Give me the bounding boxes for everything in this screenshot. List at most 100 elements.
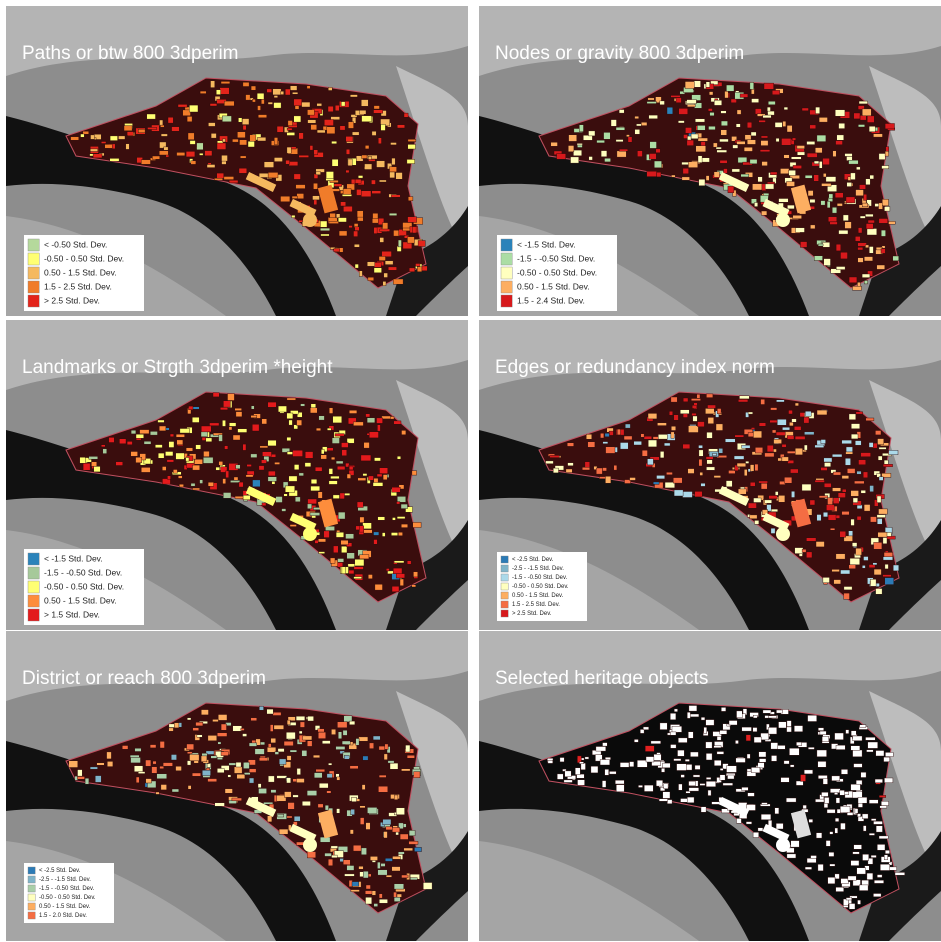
building [651, 741, 661, 744]
building [776, 710, 782, 713]
building [709, 126, 716, 130]
building [167, 476, 170, 479]
building [683, 492, 693, 498]
building [316, 172, 321, 175]
building [721, 707, 726, 711]
building [131, 757, 141, 763]
building [378, 517, 385, 521]
legend-swatch [501, 565, 508, 572]
building [719, 448, 723, 453]
legend-swatch [501, 601, 508, 608]
building [201, 426, 211, 432]
map-panel: Edges or redundancy index norm< -2.5 Std… [479, 320, 941, 630]
building [287, 720, 290, 725]
building [787, 182, 795, 187]
building [740, 94, 748, 98]
building [368, 156, 371, 159]
building [691, 399, 700, 401]
building [338, 732, 342, 739]
building [392, 867, 400, 871]
building [832, 776, 840, 781]
legend-swatch [28, 253, 39, 265]
building [854, 764, 863, 768]
building [390, 417, 394, 420]
building [768, 111, 775, 115]
building [795, 436, 805, 439]
building [234, 767, 242, 774]
building [305, 463, 311, 467]
building [840, 790, 845, 795]
building [319, 552, 325, 554]
building [361, 455, 371, 461]
building [346, 463, 350, 467]
building [393, 856, 401, 859]
building [714, 172, 720, 178]
building [229, 427, 232, 430]
building [348, 122, 353, 129]
building [373, 736, 380, 740]
building [753, 832, 759, 837]
building [750, 465, 754, 472]
building [208, 123, 215, 127]
building [836, 141, 843, 145]
building [615, 780, 624, 784]
building [330, 558, 335, 563]
building [617, 429, 620, 435]
building [728, 775, 735, 779]
building [882, 166, 889, 169]
building [368, 277, 374, 281]
building [884, 757, 890, 762]
building [698, 156, 702, 163]
building [775, 492, 778, 496]
legend-swatch [501, 295, 512, 307]
building [383, 475, 387, 480]
building [755, 464, 758, 471]
building [617, 151, 626, 157]
legend-swatch [28, 609, 39, 621]
building [879, 795, 886, 797]
building [136, 434, 144, 438]
panel-title: District or reach 800 3dperim [22, 668, 266, 689]
building [839, 123, 845, 128]
building [223, 479, 226, 484]
building [109, 437, 115, 442]
building [310, 408, 317, 413]
building [742, 787, 749, 790]
building [859, 185, 865, 190]
building [546, 461, 554, 464]
building [801, 775, 806, 782]
building [793, 215, 802, 219]
building [83, 463, 90, 470]
building [267, 747, 276, 752]
legend-label: -1.5 - -0.50 Std. Dev. [517, 253, 595, 263]
building [884, 460, 888, 464]
building [765, 500, 772, 503]
building [644, 785, 653, 791]
building [402, 430, 406, 434]
building [413, 227, 417, 233]
building [832, 207, 837, 213]
building [657, 172, 661, 177]
building [238, 118, 242, 122]
building [787, 451, 796, 453]
building [611, 120, 617, 127]
building [817, 515, 821, 521]
building [377, 161, 385, 168]
building [233, 435, 240, 440]
building [735, 435, 744, 437]
building [229, 180, 238, 183]
building [222, 420, 225, 426]
building [353, 845, 361, 851]
building [83, 131, 89, 134]
building [876, 589, 883, 595]
building [365, 164, 372, 170]
building [858, 797, 867, 803]
building [858, 247, 863, 250]
building [217, 768, 224, 772]
building [565, 771, 571, 777]
building [771, 743, 778, 750]
legend-swatch [501, 556, 508, 563]
building [818, 864, 824, 871]
building [759, 481, 768, 483]
building [874, 569, 881, 575]
